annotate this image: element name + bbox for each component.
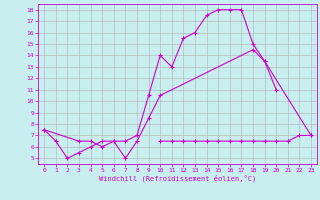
- X-axis label: Windchill (Refroidissement éolien,°C): Windchill (Refroidissement éolien,°C): [99, 175, 256, 182]
